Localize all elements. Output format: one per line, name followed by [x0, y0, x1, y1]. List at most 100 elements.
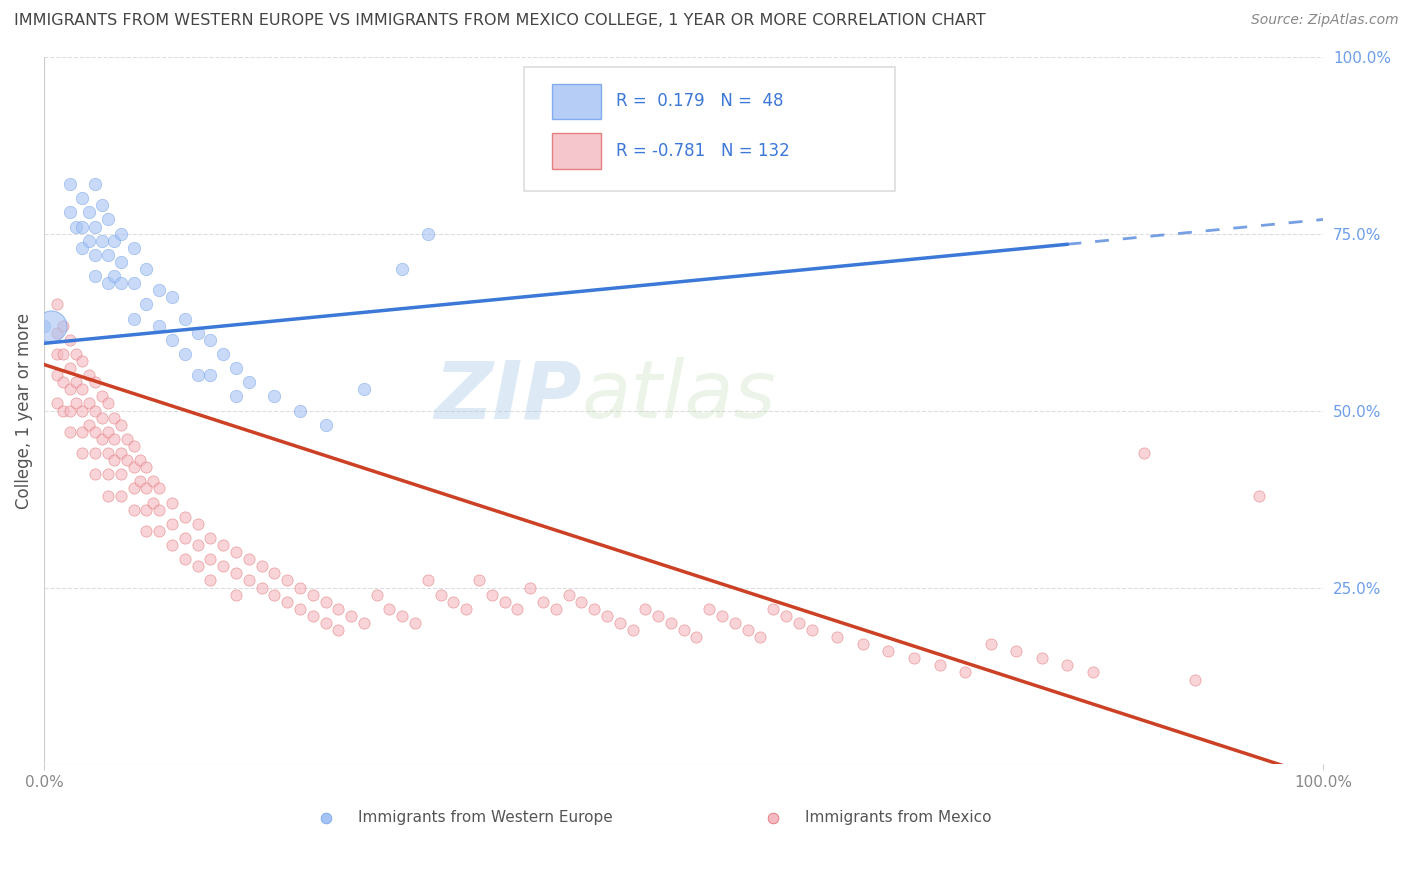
Text: Immigrants from Western Europe: Immigrants from Western Europe	[357, 810, 612, 825]
Point	[160, 538, 183, 552]
Point	[84, 269, 107, 284]
Text: Source: ZipAtlas.com: Source: ZipAtlas.com	[1251, 13, 1399, 28]
Point	[1184, 673, 1206, 687]
Point	[787, 615, 810, 630]
Point	[903, 651, 925, 665]
Point	[288, 403, 311, 417]
Point	[59, 361, 82, 376]
Point	[65, 219, 87, 234]
Point	[697, 601, 720, 615]
Point	[103, 453, 125, 467]
Y-axis label: College, 1 year or more: College, 1 year or more	[15, 312, 32, 508]
Point	[187, 368, 209, 383]
Point	[110, 489, 132, 503]
Point	[301, 608, 323, 623]
Text: R = -0.781   N = 132: R = -0.781 N = 132	[616, 142, 790, 160]
Point	[238, 574, 260, 588]
Point	[103, 432, 125, 446]
Point	[97, 276, 120, 290]
Point	[148, 283, 170, 297]
Point	[724, 615, 747, 630]
Point	[187, 326, 209, 340]
Point	[173, 552, 195, 566]
Point	[110, 276, 132, 290]
Point	[45, 396, 67, 410]
Point	[762, 601, 785, 615]
Point	[762, 811, 785, 825]
Point	[416, 227, 439, 241]
FancyBboxPatch shape	[524, 67, 894, 191]
Point	[443, 595, 465, 609]
Point	[117, 453, 139, 467]
Point	[1031, 651, 1053, 665]
Point	[59, 333, 82, 347]
Point	[97, 489, 120, 503]
Point	[263, 588, 285, 602]
Point	[328, 623, 350, 637]
Point	[122, 439, 145, 453]
Point	[90, 432, 112, 446]
Point	[225, 588, 247, 602]
Point	[90, 234, 112, 248]
Point	[90, 410, 112, 425]
Point	[77, 234, 100, 248]
Point	[200, 333, 222, 347]
Point	[110, 255, 132, 269]
Point	[65, 376, 87, 390]
Point	[173, 347, 195, 361]
Point	[160, 495, 183, 509]
Point	[672, 623, 695, 637]
Point	[429, 588, 451, 602]
Point	[65, 396, 87, 410]
Point	[250, 581, 273, 595]
Point	[84, 467, 107, 482]
Point	[84, 403, 107, 417]
Text: Immigrants from Mexico: Immigrants from Mexico	[806, 810, 991, 825]
Point	[84, 177, 107, 191]
Point	[340, 608, 363, 623]
Point	[456, 601, 478, 615]
Point	[122, 502, 145, 516]
Point	[77, 205, 100, 219]
Point	[84, 248, 107, 262]
Point	[45, 297, 67, 311]
Point	[59, 425, 82, 439]
Point	[122, 482, 145, 496]
Point	[32, 318, 55, 333]
Point	[1249, 489, 1271, 503]
Point	[52, 318, 75, 333]
Point	[90, 198, 112, 212]
Point	[122, 241, 145, 255]
Point	[1133, 446, 1156, 460]
Point	[135, 502, 157, 516]
Point	[928, 658, 950, 673]
Point	[557, 588, 579, 602]
Point	[877, 644, 900, 658]
Point	[148, 318, 170, 333]
Point	[544, 601, 567, 615]
Point	[212, 347, 235, 361]
Point	[160, 516, 183, 531]
Point	[97, 467, 120, 482]
Point	[1081, 665, 1104, 680]
Point	[737, 142, 759, 156]
Point	[65, 347, 87, 361]
Point	[276, 574, 298, 588]
Point	[90, 389, 112, 403]
Point	[519, 581, 541, 595]
Point	[609, 615, 631, 630]
Point	[212, 538, 235, 552]
Point	[129, 453, 152, 467]
FancyBboxPatch shape	[553, 84, 600, 119]
Point	[200, 368, 222, 383]
Point	[315, 595, 337, 609]
Point	[685, 630, 707, 644]
Point	[103, 269, 125, 284]
Text: atlas: atlas	[581, 358, 776, 435]
Point	[148, 502, 170, 516]
Point	[621, 623, 644, 637]
Point	[1005, 644, 1028, 658]
Point	[72, 403, 94, 417]
Text: ZIP: ZIP	[434, 358, 581, 435]
Point	[366, 588, 388, 602]
